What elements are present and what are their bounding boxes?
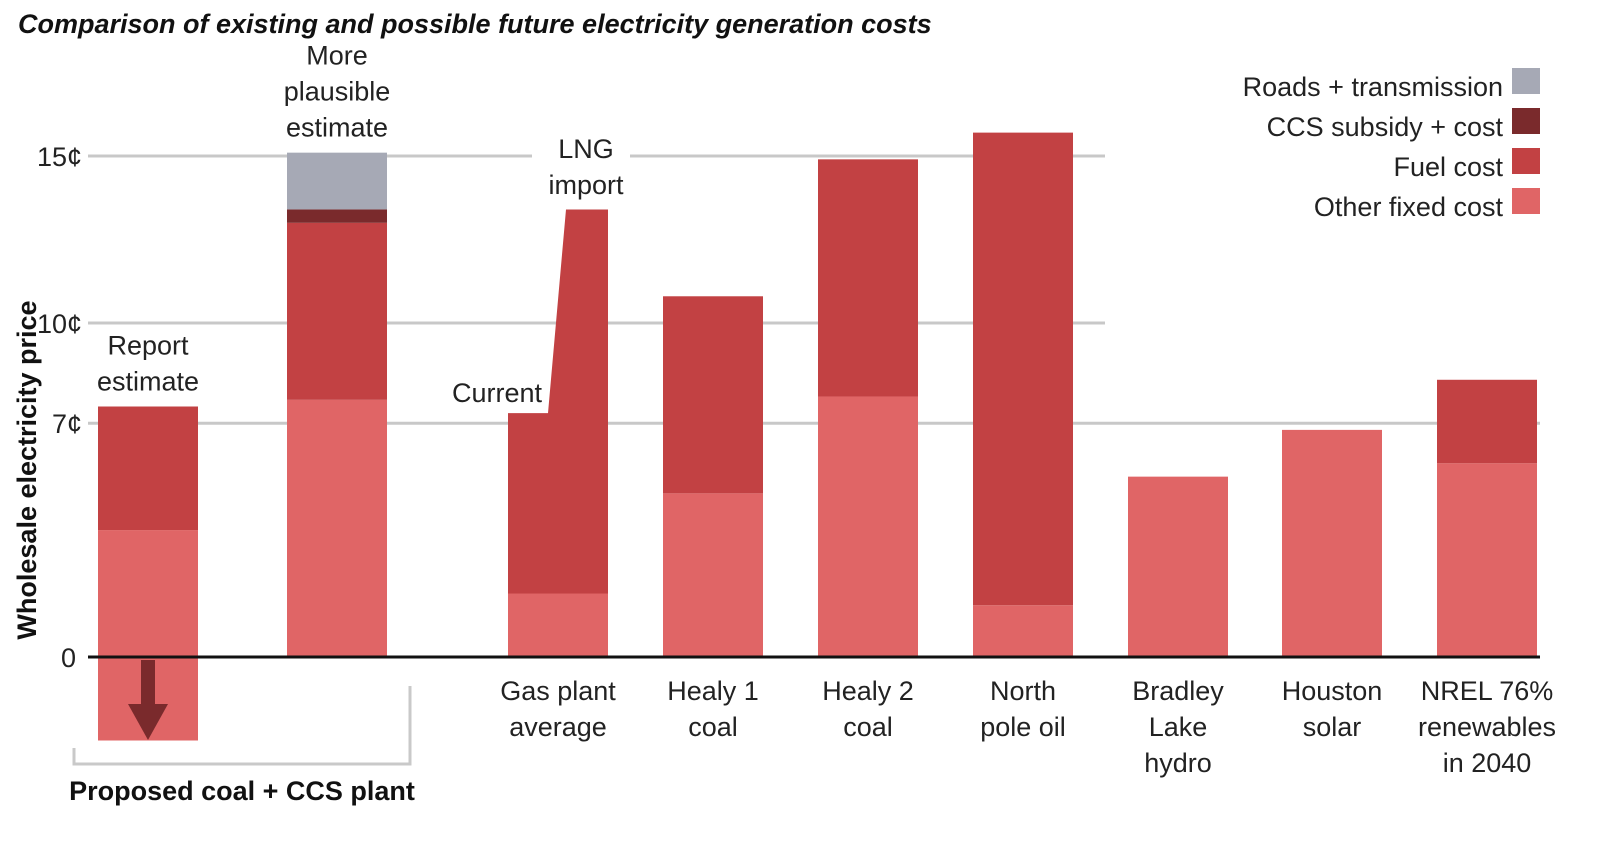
legend-label-fuel: Fuel cost	[1393, 152, 1503, 182]
bar-gas	[508, 209, 608, 657]
bar-plausible-fixed-segment	[287, 399, 387, 657]
bar-report-fuel-segment	[98, 406, 198, 531]
bar-gas-fuel-segment	[508, 209, 608, 657]
bar-gas-fixed-segment	[508, 593, 608, 657]
y-axis-label: Wholesale electricity price	[12, 300, 42, 639]
coal-ccs-group: Proposed coal + CCS plant	[69, 686, 415, 806]
category-label-nrel: in 2040	[1443, 748, 1532, 778]
group-label: Proposed coal + CCS plant	[69, 776, 415, 806]
bar-nrel-fuel-segment	[1437, 379, 1537, 464]
y-tick-10: 10¢	[37, 309, 82, 339]
bar-northpole	[973, 132, 1073, 657]
bar-nrel	[1437, 379, 1537, 657]
bar-plausible-ccs-segment	[287, 209, 387, 223]
y-axis: 0 7¢ 10¢ 15¢	[37, 142, 1540, 673]
bar-healy1	[663, 296, 763, 657]
bar-plausible-fuel-segment	[287, 222, 387, 400]
bar-plausible-label: plausible	[284, 77, 391, 107]
bar-healy2-fixed-segment	[818, 396, 918, 657]
category-label-northpole: North	[990, 676, 1056, 706]
legend-label-roads: Roads + transmission	[1243, 72, 1503, 102]
category-label-bradley: Lake	[1149, 712, 1208, 742]
legend-label-fixed: Other fixed cost	[1314, 192, 1504, 222]
category-label-houston: Houston	[1282, 676, 1383, 706]
chart-title: Comparison of existing and possible futu…	[18, 9, 932, 39]
annotation-import: import	[548, 170, 624, 200]
category-label-gas: Gas plant	[500, 676, 616, 706]
bar-healy1-fuel-segment	[663, 296, 763, 494]
bars	[98, 132, 1537, 741]
annotation-lng: LNG	[558, 134, 614, 164]
category-labels: Report estimate More plausible estimate Gas p…	[97, 41, 1556, 778]
category-label-nrel: renewables	[1418, 712, 1556, 742]
category-label-nrel: NREL 76%	[1421, 676, 1554, 706]
legend-swatch-fuel	[1512, 148, 1540, 174]
bar-plausible-roads-segment	[287, 152, 387, 210]
category-label-bradley: Bradley	[1132, 676, 1224, 706]
legend-label-ccs: CCS subsidy + cost	[1267, 112, 1504, 142]
group-bracket	[72, 686, 412, 766]
category-label-healy1: Healy 1	[667, 676, 759, 706]
y-tick-15: 15¢	[37, 142, 82, 172]
bar-plausible-label: More	[306, 41, 368, 71]
bar-report-label: estimate	[97, 367, 199, 397]
category-label-northpole: pole oil	[980, 712, 1066, 742]
category-label-healy1: coal	[688, 712, 738, 742]
bar-report-fixed-segment	[98, 530, 198, 657]
category-label-houston: solar	[1303, 712, 1362, 742]
y-tick-7: 7¢	[52, 409, 82, 439]
bar-nrel-fixed-segment	[1437, 463, 1537, 657]
y-tick-0: 0	[61, 643, 76, 673]
annotation-current: Current	[452, 378, 543, 408]
legend-swatch-fixed	[1512, 188, 1540, 214]
downward-arrow-head	[128, 704, 168, 740]
bar-northpole-fuel-segment	[973, 132, 1073, 606]
bar-report-label: Report	[107, 331, 189, 361]
category-label-healy2: Healy 2	[822, 676, 914, 706]
legend-swatch-roads	[1512, 68, 1540, 94]
category-label-bradley: hydro	[1144, 748, 1212, 778]
bar-plausible-label: estimate	[286, 113, 388, 143]
bar-healy2-fuel-segment	[818, 159, 918, 397]
legend-swatch-ccs	[1512, 108, 1540, 134]
bar-northpole-fixed-segment	[973, 605, 1073, 657]
bar-healy1-fixed-segment	[663, 493, 763, 657]
bar-houston	[1282, 429, 1382, 657]
bar-plausible	[287, 152, 387, 657]
category-label-gas: average	[509, 712, 607, 742]
category-label-healy2: coal	[843, 712, 893, 742]
bar-bradley	[1128, 476, 1228, 657]
bar-bradley-fixed-segment	[1128, 476, 1228, 657]
bar-houston-fixed-segment	[1282, 429, 1382, 657]
legend: Roads + transmission CCS subsidy + cost Fu…	[1243, 68, 1540, 222]
bar-healy2	[818, 159, 918, 657]
